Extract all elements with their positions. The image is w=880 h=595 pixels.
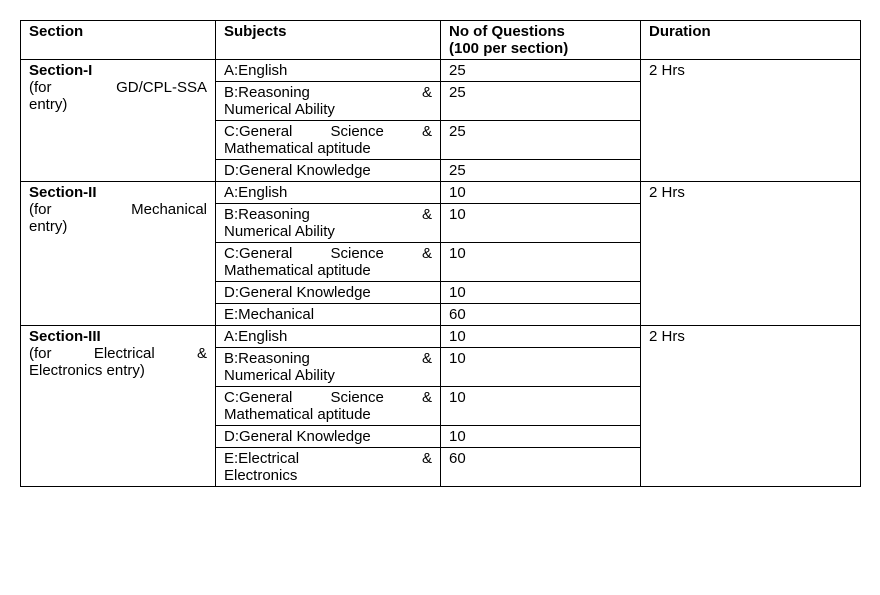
subject-line1: B:Reasoning &	[224, 84, 432, 101]
section-cell: Section-I(for GD/CPL-SSAentry)	[21, 60, 216, 182]
table-row: Section-II(for Mechanicalentry)A:English…	[21, 182, 861, 204]
subject-cell: A:English	[216, 182, 441, 204]
questions-cell: 60	[441, 304, 641, 326]
subject-line2: Mathematical aptitude	[224, 406, 432, 423]
subject-line1: C:General Science &	[224, 123, 432, 140]
duration-cell: 2 Hrs	[641, 60, 861, 182]
questions-cell: 25	[441, 60, 641, 82]
subject-line1: B:Reasoning &	[224, 206, 432, 223]
subject-cell: B:Reasoning &Numerical Ability	[216, 82, 441, 121]
subject-cell: E:Electrical &Electronics	[216, 448, 441, 487]
subject-line1: C:General Science &	[224, 245, 432, 262]
table-header-row: Section Subjects No of Questions (100 pe…	[21, 21, 861, 60]
subject-line1: E:Electrical &	[224, 450, 432, 467]
questions-cell: 10	[441, 282, 641, 304]
questions-cell: 10	[441, 426, 641, 448]
section-title: Section-III	[29, 328, 207, 345]
table-row: Section-III(for Electrical &Electronics …	[21, 326, 861, 348]
header-duration: Duration	[641, 21, 861, 60]
subject-line2: Mathematical aptitude	[224, 140, 432, 157]
questions-cell: 10	[441, 204, 641, 243]
header-questions-line2: (100 per section)	[449, 40, 632, 57]
section-subtitle-line1: (for GD/CPL-SSA	[29, 79, 207, 96]
subject-line2: Numerical Ability	[224, 101, 432, 118]
subject-line2: Mathematical aptitude	[224, 262, 432, 279]
section-title: Section-II	[29, 184, 207, 201]
subject-line2: Electronics	[224, 467, 432, 484]
section-title: Section-I	[29, 62, 207, 79]
subject-cell: B:Reasoning &Numerical Ability	[216, 204, 441, 243]
questions-cell: 25	[441, 160, 641, 182]
questions-cell: 25	[441, 121, 641, 160]
subject-cell: A:English	[216, 60, 441, 82]
subject-cell: C:General Science &Mathematical aptitude	[216, 243, 441, 282]
questions-cell: 10	[441, 243, 641, 282]
header-subjects: Subjects	[216, 21, 441, 60]
header-questions: No of Questions (100 per section)	[441, 21, 641, 60]
table-row: Section-I(for GD/CPL-SSAentry)A:English2…	[21, 60, 861, 82]
questions-cell: 25	[441, 82, 641, 121]
duration-cell: 2 Hrs	[641, 182, 861, 326]
section-cell: Section-III(for Electrical &Electronics …	[21, 326, 216, 487]
questions-cell: 10	[441, 326, 641, 348]
subject-line2: Numerical Ability	[224, 223, 432, 240]
questions-cell: 60	[441, 448, 641, 487]
subject-line1: C:General Science &	[224, 389, 432, 406]
header-questions-line1: No of Questions	[449, 23, 632, 40]
header-section: Section	[21, 21, 216, 60]
duration-cell: 2 Hrs	[641, 326, 861, 487]
questions-cell: 10	[441, 348, 641, 387]
section-subtitle-line1: (for Electrical &	[29, 345, 207, 362]
subject-cell: C:General Science &Mathematical aptitude	[216, 387, 441, 426]
section-subtitle-line2: entry)	[29, 218, 207, 235]
subject-cell: D:General Knowledge	[216, 282, 441, 304]
section-subtitle-line2: entry)	[29, 96, 207, 113]
subject-cell: D:General Knowledge	[216, 426, 441, 448]
subject-cell: A:English	[216, 326, 441, 348]
subject-cell: E:Mechanical	[216, 304, 441, 326]
exam-sections-table: Section Subjects No of Questions (100 pe…	[20, 20, 861, 487]
subject-cell: C:General Science &Mathematical aptitude	[216, 121, 441, 160]
section-cell: Section-II(for Mechanicalentry)	[21, 182, 216, 326]
section-subtitle-line2: Electronics entry)	[29, 362, 207, 379]
subject-cell: B:Reasoning &Numerical Ability	[216, 348, 441, 387]
questions-cell: 10	[441, 182, 641, 204]
subject-line1: B:Reasoning &	[224, 350, 432, 367]
questions-cell: 10	[441, 387, 641, 426]
subject-line2: Numerical Ability	[224, 367, 432, 384]
section-subtitle-line1: (for Mechanical	[29, 201, 207, 218]
subject-cell: D:General Knowledge	[216, 160, 441, 182]
